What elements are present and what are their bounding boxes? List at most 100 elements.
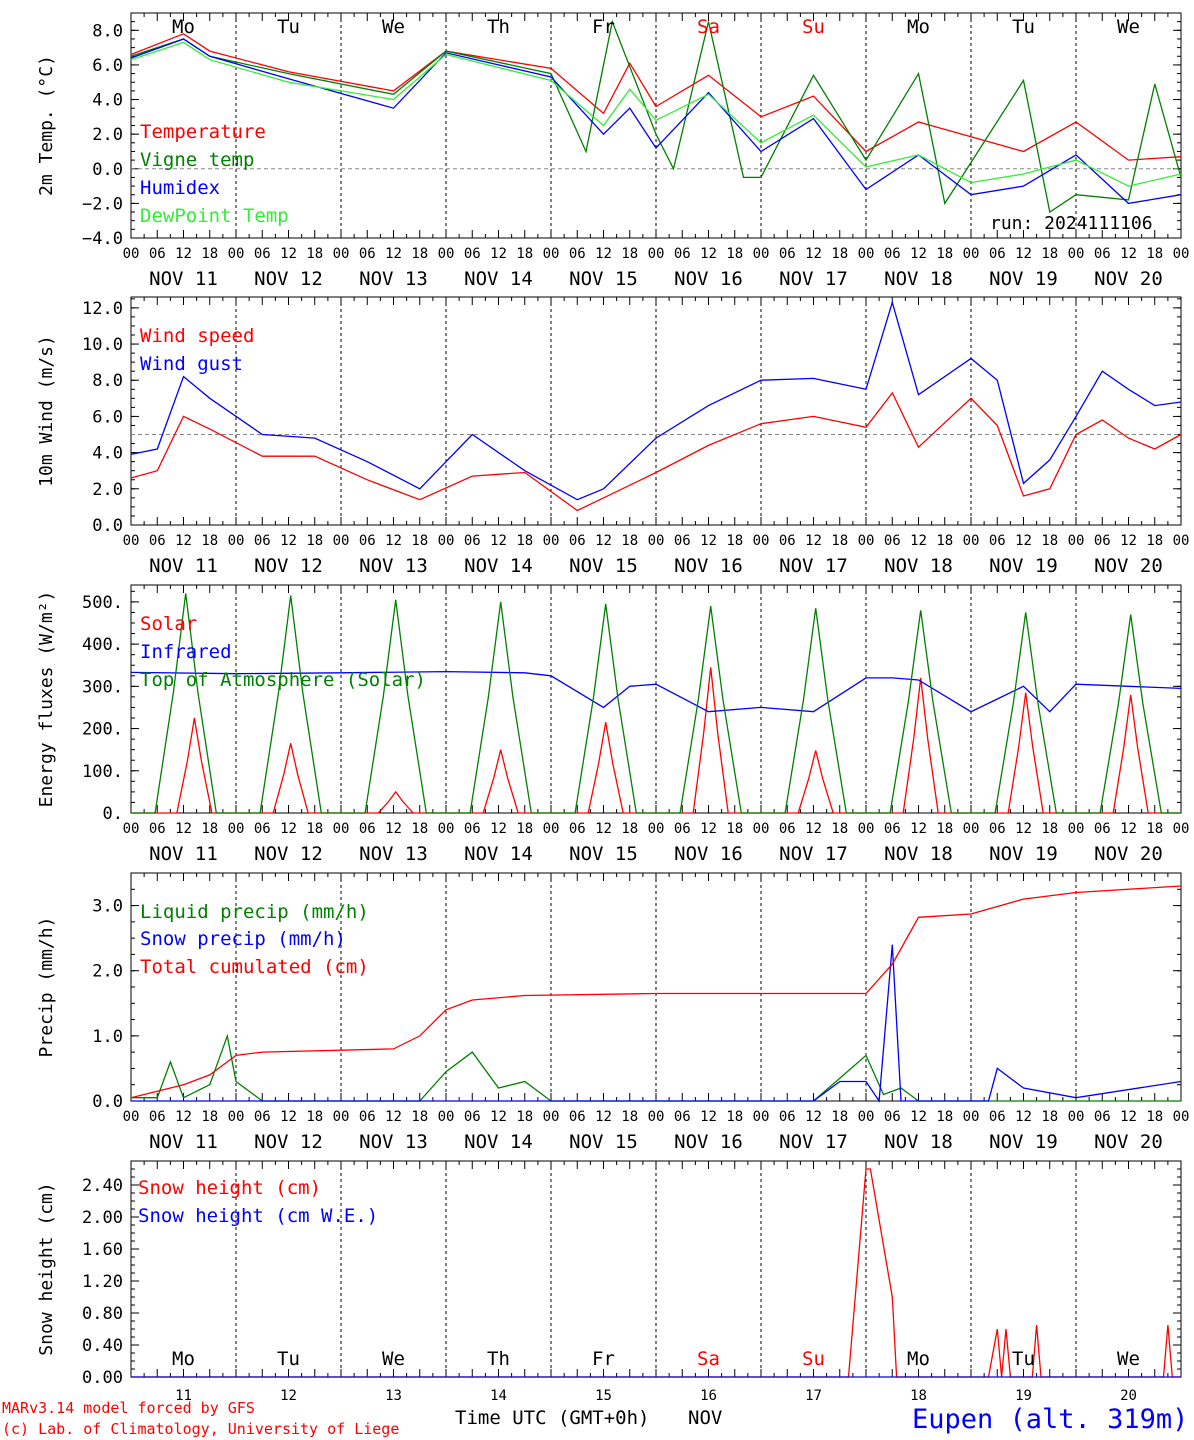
date-label: NOV 16 [674, 1131, 743, 1153]
hour-tick-label: 12 [175, 821, 192, 837]
day-number-label: 18 [910, 1388, 927, 1404]
hour-tick-label: 18 [1041, 246, 1058, 262]
hour-tick-label: 12 [490, 246, 507, 262]
legend-entry: Snow height (cm W.E.) [138, 1205, 378, 1227]
legend-entry: Temperature [140, 121, 266, 143]
hour-tick-label: 00 [858, 821, 875, 837]
hour-tick-label: 00 [438, 246, 455, 262]
hour-tick-label: 18 [306, 1109, 323, 1125]
y-tick-label: 2.0 [92, 125, 123, 145]
hour-tick-label: 00 [123, 1109, 140, 1125]
hour-tick-label: 00 [963, 821, 980, 837]
y-tick-label: 2.0 [92, 962, 123, 982]
hour-tick-label: 00 [543, 246, 560, 262]
hour-tick-label: 12 [1120, 533, 1137, 549]
weekday-label: Mo [172, 16, 195, 38]
hour-tick-label: 00 [228, 821, 245, 837]
hour-tick-label: 06 [779, 821, 796, 837]
date-label: NOV 13 [359, 843, 428, 865]
hour-tick-label: 00 [333, 1109, 350, 1125]
wind-y-axis-title: 10m Wind (m/s) [36, 335, 57, 487]
y-tick-label: 1.60 [82, 1240, 123, 1260]
date-label: NOV 16 [674, 555, 743, 577]
weekday-label: Tu [277, 16, 300, 38]
hour-tick-label: 00 [1068, 821, 1085, 837]
hour-tick-label: 18 [621, 1109, 638, 1125]
hour-tick-label: 12 [280, 821, 297, 837]
hour-tick-label: 06 [464, 246, 481, 262]
weekday-label: Tu [1012, 1348, 1035, 1370]
hour-tick-label: 06 [254, 246, 271, 262]
series-line-infrared [130, 670, 1182, 713]
hour-tick-label: 00 [123, 533, 140, 549]
weekday-label: Mo [907, 16, 930, 38]
date-label: NOV 18 [884, 843, 953, 865]
weekday-label: Tu [1012, 16, 1035, 38]
hour-tick-label: 00 [753, 1109, 770, 1125]
y-tick-label: 500. [82, 593, 123, 613]
hour-tick-label: 00 [543, 1109, 560, 1125]
y-tick-label: 400. [82, 635, 123, 655]
hour-tick-label: 12 [280, 246, 297, 262]
precip-panel: 3.0 2.0 1.0 0.0 Precip (mm/h) Liquid precip (… [36, 872, 1189, 1153]
date-label: NOV 15 [569, 843, 638, 865]
hour-tick-label: 00 [333, 246, 350, 262]
hour-tick-label: 00 [1173, 821, 1190, 837]
legend-entry: Wind speed [140, 325, 254, 347]
date-label: NOV 19 [989, 555, 1058, 577]
weekday-label: We [1117, 16, 1140, 38]
hour-tick-label: 18 [1146, 821, 1163, 837]
hour-tick-label: 12 [385, 246, 402, 262]
hour-tick-label: 06 [674, 533, 691, 549]
date-label: NOV 19 [989, 1131, 1058, 1153]
hour-tick-label: 12 [1015, 246, 1032, 262]
hour-tick-label: 18 [621, 533, 638, 549]
precip-y-axis-title: Precip (mm/h) [36, 917, 57, 1058]
date-label: NOV 18 [884, 1131, 953, 1153]
date-label: NOV 12 [254, 268, 323, 290]
hour-tick-label: 00 [858, 533, 875, 549]
hour-tick-label: 12 [175, 246, 192, 262]
snow-panel: 2.40 2.00 1.60 1.20 0.80 0.40 0.00 Snow height … [36, 1160, 1182, 1404]
y-tick-label: 300. [82, 677, 123, 697]
hour-tick-label: 12 [700, 1109, 717, 1125]
hour-tick-label: 18 [621, 821, 638, 837]
y-tick-label: 6.0 [92, 407, 123, 427]
hour-tick-label: 00 [1068, 246, 1085, 262]
y-tick-label: 6.0 [92, 56, 123, 76]
hour-tick-label: 00 [858, 246, 875, 262]
hour-tick-label: 06 [149, 1109, 166, 1125]
hour-tick-label: 00 [543, 821, 560, 837]
hour-tick-label: 12 [385, 1109, 402, 1125]
series-line-wind-speed [130, 391, 1182, 512]
hour-tick-label: 18 [936, 533, 953, 549]
hour-tick-label: 12 [1015, 821, 1032, 837]
hour-tick-label: 00 [438, 1109, 455, 1125]
hour-tick-label: 12 [910, 246, 927, 262]
date-label: NOV 14 [464, 1131, 533, 1153]
date-label: NOV 19 [989, 843, 1058, 865]
x-axis-title: Time UTC (GMT+0h) [455, 1407, 649, 1429]
date-label: NOV 15 [569, 555, 638, 577]
date-label: NOV 12 [254, 555, 323, 577]
y-tick-label: 0.40 [82, 1336, 123, 1356]
hour-tick-label: 06 [359, 1109, 376, 1125]
series-line-temperature [130, 33, 1182, 161]
y-tick-label: 8.0 [92, 371, 123, 391]
date-label: NOV 20 [1094, 1131, 1163, 1153]
y-tick-label: 1.0 [92, 1027, 123, 1047]
hour-tick-label: 00 [228, 1109, 245, 1125]
y-tick-label: 4.0 [92, 91, 123, 111]
day-number-label: 14 [490, 1388, 507, 1404]
series-line-liquid-precip-mm-h- [131, 1033, 1181, 1102]
hour-tick-label: 18 [201, 246, 218, 262]
hour-tick-label: 18 [936, 821, 953, 837]
hour-tick-label: 06 [149, 533, 166, 549]
day-number-label: 15 [595, 1388, 612, 1404]
hour-tick-label: 00 [1173, 246, 1190, 262]
date-label: NOV 11 [149, 555, 218, 577]
legend-entry: Total cumulated (cm) [140, 956, 369, 978]
hour-tick-label: 00 [543, 533, 560, 549]
weekday-label: Th [487, 1348, 510, 1370]
hour-tick-label: 18 [1146, 1109, 1163, 1125]
